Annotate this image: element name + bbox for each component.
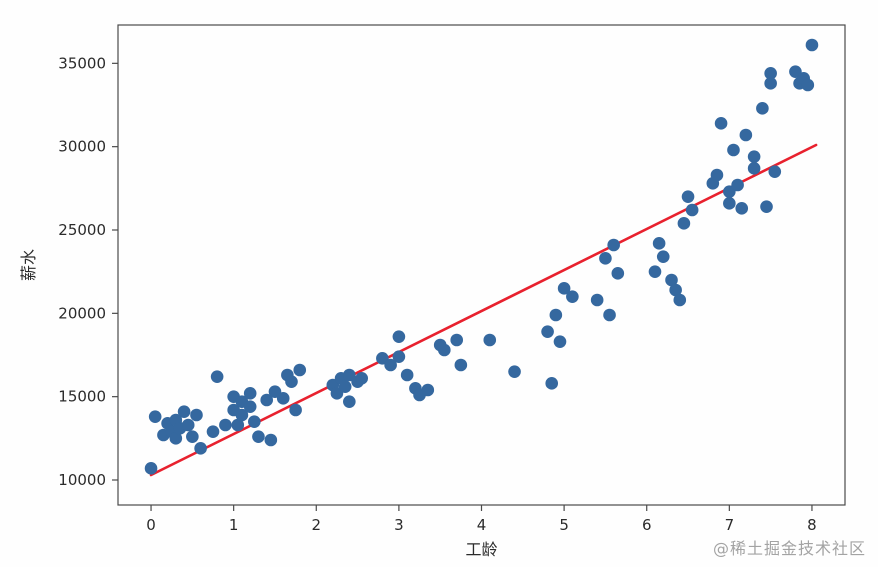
x-axis-label: 工龄 bbox=[465, 540, 497, 559]
x-axis-tick-label: 6 bbox=[642, 516, 652, 534]
scatter-point bbox=[338, 380, 352, 393]
scatter-point bbox=[355, 372, 369, 385]
scatter-point bbox=[764, 67, 777, 80]
scatter-point bbox=[343, 395, 356, 408]
scatter-point bbox=[392, 350, 406, 363]
scatter-point bbox=[599, 252, 612, 265]
scatter-point bbox=[557, 282, 571, 295]
scatter-point bbox=[714, 117, 728, 130]
scatter-point bbox=[739, 128, 753, 142]
plot-border bbox=[117, 24, 846, 506]
scatter-point bbox=[545, 377, 559, 390]
scatter-point bbox=[248, 415, 261, 428]
scatter-point bbox=[144, 462, 158, 475]
scatter-point bbox=[747, 150, 761, 163]
scatter-point bbox=[665, 273, 678, 287]
scatter-point bbox=[293, 363, 307, 377]
scatter-point bbox=[566, 290, 579, 303]
scatter-point bbox=[656, 250, 670, 263]
scatter-point bbox=[673, 293, 687, 307]
scatter-point bbox=[285, 375, 298, 388]
scatter-point bbox=[685, 203, 699, 217]
scatter-point bbox=[681, 190, 695, 203]
scatter-point bbox=[252, 430, 265, 443]
scatter-point bbox=[384, 358, 397, 372]
scatter-point bbox=[541, 325, 554, 338]
scatter-point bbox=[181, 418, 195, 432]
x-axis-tick-label: 5 bbox=[559, 516, 569, 534]
y-axis-tick-label: 20000 bbox=[58, 304, 106, 322]
scatter-point bbox=[727, 143, 740, 157]
x-axis-tick-label: 2 bbox=[311, 516, 321, 534]
watermark: @稀土掘金技术社区 bbox=[712, 539, 866, 558]
scatter-point bbox=[483, 333, 497, 347]
scatter-point bbox=[607, 238, 620, 252]
scatter-point bbox=[219, 418, 232, 432]
scatter-point bbox=[756, 102, 769, 115]
scatter-point bbox=[243, 400, 257, 413]
scatter-point bbox=[805, 38, 819, 52]
scatter-point bbox=[731, 178, 744, 192]
scatter-point bbox=[438, 343, 451, 357]
regression-line bbox=[149, 143, 818, 477]
scatter-point bbox=[735, 202, 749, 215]
scatter-point bbox=[264, 433, 278, 447]
x-axis-tick-label: 0 bbox=[146, 516, 156, 534]
y-axis-tick-label: 10000 bbox=[58, 471, 106, 489]
scatter-point bbox=[549, 308, 563, 322]
y-axis-label: 薪水 bbox=[19, 249, 38, 281]
scatter-point bbox=[421, 383, 435, 397]
scatter-point bbox=[235, 408, 249, 422]
x-axis-tick-label: 4 bbox=[477, 516, 487, 534]
scatter-point bbox=[450, 333, 464, 347]
scatter-point bbox=[243, 387, 257, 400]
scatter-point bbox=[611, 267, 625, 280]
scatter-point bbox=[553, 335, 567, 348]
scatter-point bbox=[710, 168, 724, 182]
scatter-point bbox=[768, 165, 782, 178]
scatter-point bbox=[289, 403, 302, 417]
scatter-point bbox=[210, 370, 224, 383]
x-axis-tick-label: 8 bbox=[807, 516, 817, 534]
scatter-point bbox=[194, 442, 207, 455]
scatter-point bbox=[392, 330, 406, 343]
scatter-point bbox=[276, 392, 290, 405]
scatter-point bbox=[169, 432, 183, 445]
x-axis-tick-label: 3 bbox=[394, 516, 404, 534]
y-axis-tick-label: 35000 bbox=[58, 54, 106, 72]
y-axis-tick-label: 15000 bbox=[58, 388, 106, 406]
x-axis-tick-label: 1 bbox=[229, 516, 239, 534]
y-axis-tick-label: 25000 bbox=[58, 221, 106, 239]
scatter-point bbox=[677, 217, 691, 230]
scatter-point bbox=[723, 197, 736, 210]
scatter-point bbox=[148, 410, 162, 423]
scatter-point bbox=[454, 358, 468, 372]
scatter-point bbox=[669, 283, 682, 297]
scatter-point bbox=[590, 293, 604, 307]
scatter-point bbox=[760, 200, 773, 213]
x-axis-tick-label: 7 bbox=[725, 516, 735, 534]
scatter-point bbox=[186, 430, 199, 443]
scatter-point bbox=[648, 265, 662, 278]
scatter-point bbox=[231, 418, 245, 432]
scatter-point bbox=[801, 78, 815, 92]
scatter-point bbox=[206, 425, 220, 438]
scatter-point bbox=[190, 408, 203, 422]
scatter-point bbox=[747, 162, 761, 175]
y-axis-tick-label: 30000 bbox=[58, 138, 106, 156]
scatter-point bbox=[652, 237, 666, 250]
scatter-point bbox=[508, 365, 521, 378]
scatter-point bbox=[400, 368, 414, 382]
scatter-point bbox=[603, 308, 616, 322]
scatter-point bbox=[177, 405, 191, 418]
scatter-point bbox=[764, 77, 777, 90]
scatter-point bbox=[260, 393, 274, 407]
